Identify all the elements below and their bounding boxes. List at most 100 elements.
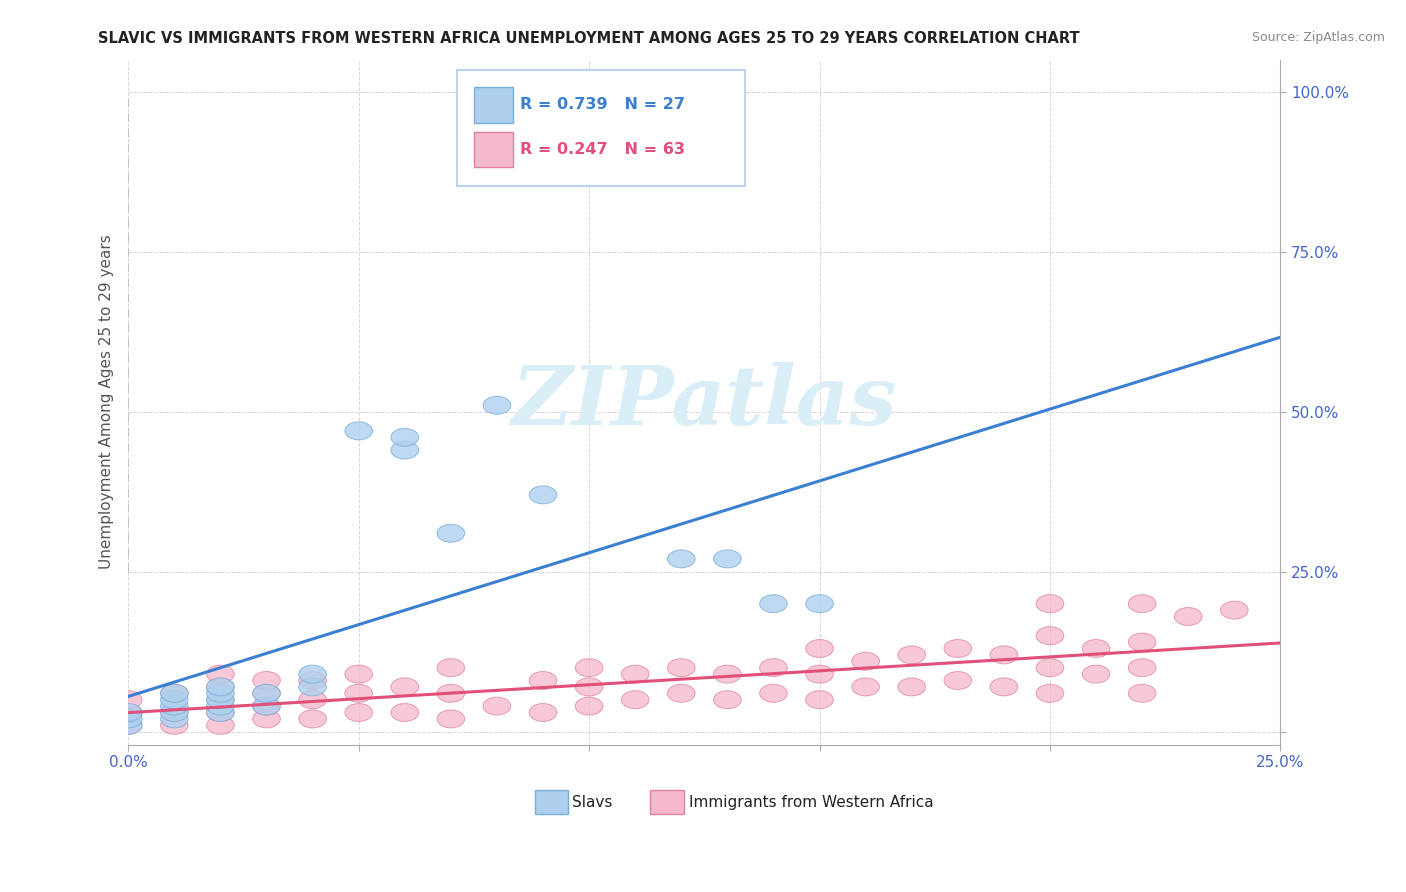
Ellipse shape: [253, 684, 280, 702]
Ellipse shape: [990, 646, 1018, 664]
Ellipse shape: [806, 665, 834, 683]
Ellipse shape: [529, 704, 557, 722]
Ellipse shape: [253, 698, 280, 715]
Ellipse shape: [344, 684, 373, 702]
Ellipse shape: [1174, 607, 1202, 625]
Ellipse shape: [298, 665, 326, 683]
FancyBboxPatch shape: [474, 131, 513, 167]
Ellipse shape: [575, 678, 603, 696]
Ellipse shape: [1129, 595, 1156, 613]
Ellipse shape: [437, 710, 464, 728]
Ellipse shape: [160, 704, 188, 722]
Ellipse shape: [160, 684, 188, 702]
Ellipse shape: [207, 678, 235, 696]
Ellipse shape: [207, 698, 235, 715]
Text: Slavs: Slavs: [572, 796, 612, 810]
Ellipse shape: [391, 678, 419, 696]
Ellipse shape: [253, 672, 280, 690]
Y-axis label: Unemployment Among Ages 25 to 29 years: Unemployment Among Ages 25 to 29 years: [100, 235, 114, 569]
Ellipse shape: [114, 704, 142, 722]
FancyBboxPatch shape: [474, 87, 513, 122]
Ellipse shape: [575, 698, 603, 715]
Ellipse shape: [713, 665, 741, 683]
Ellipse shape: [806, 640, 834, 657]
Ellipse shape: [207, 690, 235, 708]
Ellipse shape: [437, 684, 464, 702]
Ellipse shape: [806, 595, 834, 613]
Ellipse shape: [806, 690, 834, 708]
Ellipse shape: [1036, 595, 1064, 613]
Ellipse shape: [1083, 640, 1109, 657]
FancyBboxPatch shape: [650, 789, 683, 814]
Ellipse shape: [160, 704, 188, 722]
Ellipse shape: [253, 698, 280, 715]
Ellipse shape: [114, 710, 142, 728]
Ellipse shape: [898, 646, 925, 664]
Ellipse shape: [344, 665, 373, 683]
Ellipse shape: [207, 690, 235, 708]
Ellipse shape: [207, 665, 235, 683]
Ellipse shape: [437, 658, 464, 677]
Ellipse shape: [990, 678, 1018, 696]
Ellipse shape: [529, 486, 557, 504]
Ellipse shape: [759, 595, 787, 613]
Ellipse shape: [344, 422, 373, 440]
Ellipse shape: [1129, 684, 1156, 702]
Text: ZIPatlas: ZIPatlas: [512, 362, 897, 442]
Text: Source: ZipAtlas.com: Source: ZipAtlas.com: [1251, 31, 1385, 45]
Ellipse shape: [668, 549, 695, 568]
Ellipse shape: [207, 684, 235, 702]
Ellipse shape: [160, 710, 188, 728]
Ellipse shape: [391, 442, 419, 459]
Ellipse shape: [943, 672, 972, 690]
Text: Immigrants from Western Africa: Immigrants from Western Africa: [689, 796, 934, 810]
Ellipse shape: [437, 524, 464, 542]
Ellipse shape: [160, 698, 188, 715]
Ellipse shape: [1083, 665, 1109, 683]
Ellipse shape: [391, 428, 419, 446]
Ellipse shape: [298, 690, 326, 708]
Ellipse shape: [160, 716, 188, 734]
Ellipse shape: [713, 549, 741, 568]
FancyBboxPatch shape: [457, 70, 745, 186]
Ellipse shape: [1036, 658, 1064, 677]
Ellipse shape: [344, 704, 373, 722]
Ellipse shape: [114, 690, 142, 708]
Ellipse shape: [852, 652, 880, 670]
Ellipse shape: [759, 658, 787, 677]
Ellipse shape: [713, 690, 741, 708]
Ellipse shape: [207, 704, 235, 722]
Ellipse shape: [898, 678, 925, 696]
Ellipse shape: [114, 716, 142, 734]
Ellipse shape: [668, 658, 695, 677]
Ellipse shape: [298, 672, 326, 690]
Ellipse shape: [484, 396, 510, 414]
Ellipse shape: [207, 704, 235, 722]
Ellipse shape: [1036, 684, 1064, 702]
Ellipse shape: [160, 690, 188, 708]
Ellipse shape: [160, 684, 188, 702]
Text: R = 0.247   N = 63: R = 0.247 N = 63: [520, 142, 685, 157]
Ellipse shape: [1129, 658, 1156, 677]
Ellipse shape: [621, 665, 650, 683]
Ellipse shape: [1036, 627, 1064, 645]
Ellipse shape: [621, 690, 650, 708]
FancyBboxPatch shape: [534, 789, 568, 814]
Ellipse shape: [668, 684, 695, 702]
Ellipse shape: [1129, 633, 1156, 651]
Ellipse shape: [207, 678, 235, 696]
Ellipse shape: [575, 658, 603, 677]
Ellipse shape: [529, 672, 557, 690]
Text: SLAVIC VS IMMIGRANTS FROM WESTERN AFRICA UNEMPLOYMENT AMONG AGES 25 TO 29 YEARS : SLAVIC VS IMMIGRANTS FROM WESTERN AFRICA…: [98, 31, 1080, 46]
Ellipse shape: [1220, 601, 1249, 619]
Ellipse shape: [114, 704, 142, 722]
Ellipse shape: [253, 710, 280, 728]
Ellipse shape: [759, 684, 787, 702]
Text: R = 0.739   N = 27: R = 0.739 N = 27: [520, 97, 685, 112]
Ellipse shape: [298, 678, 326, 696]
Ellipse shape: [852, 678, 880, 696]
Ellipse shape: [943, 640, 972, 657]
Ellipse shape: [391, 704, 419, 722]
Ellipse shape: [253, 684, 280, 702]
Ellipse shape: [484, 698, 510, 715]
